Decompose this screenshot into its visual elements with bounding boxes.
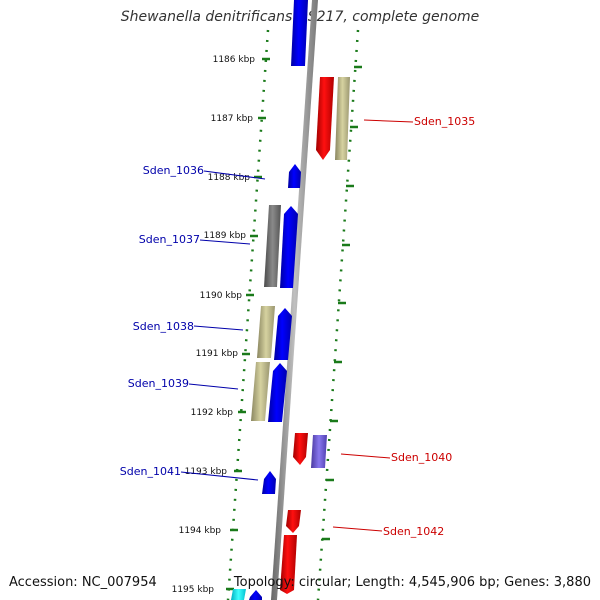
gene-1038 xyxy=(274,308,292,360)
right-gene-labels: Sden_1035 Sden_1040 Sden_1042 xyxy=(332,115,475,538)
kbp-labels: 1186 kbp 1187 kbp 1188 kbp 1189 kbp 1190… xyxy=(172,55,256,595)
gene-khaki-1039 xyxy=(251,362,270,421)
gene-purple-1040b xyxy=(311,435,327,468)
kbp-label: 1194 kbp xyxy=(179,526,222,536)
right-scale-marks xyxy=(322,65,362,541)
genome-backbone xyxy=(271,0,318,600)
genome-summary-text: Topology: circular; Length: 4,545,906 bp… xyxy=(233,575,591,590)
left-gene-labels: Sden_1036 Sden_1037 Sden_1038 Sden_1039 … xyxy=(120,164,266,481)
kbp-label: 1190 kbp xyxy=(200,291,243,301)
gene-label-sden-1040: Sden_1040 xyxy=(391,451,452,464)
kbp-label: 1191 kbp xyxy=(196,349,239,359)
gene-label-sden-1036: Sden_1036 xyxy=(143,164,204,177)
gene-1036 xyxy=(288,164,301,188)
left-scale-marks xyxy=(226,57,270,591)
gene-label-sden-1041: Sden_1041 xyxy=(120,465,181,478)
gene-1037 xyxy=(280,206,298,288)
gene-label-sden-1038: Sden_1038 xyxy=(133,320,194,333)
accession-text: Accession: NC_007954 xyxy=(9,575,157,590)
kbp-label: 1193 kbp xyxy=(185,467,228,477)
gene-reverse-1043 xyxy=(280,535,297,594)
kbp-label: 1192 kbp xyxy=(191,408,234,418)
kbp-label: 1188 kbp xyxy=(208,173,251,183)
gene-label-sden-1037: Sden_1037 xyxy=(139,233,200,246)
gene-reverse-1035 xyxy=(316,77,334,160)
gene-khaki-1035b xyxy=(335,77,350,160)
gene-cyan-1044 xyxy=(231,589,246,600)
gene-features xyxy=(231,0,350,600)
kbp-label: 1195 kbp xyxy=(172,585,215,595)
gene-gray-1037 xyxy=(264,205,281,287)
gene-1039 xyxy=(268,363,287,422)
gene-label-sden-1042: Sden_1042 xyxy=(383,525,444,538)
gene-label-sden-1039: Sden_1039 xyxy=(128,377,189,390)
kbp-label: 1187 kbp xyxy=(211,114,254,124)
gene-1041 xyxy=(262,471,276,494)
gene-1042 xyxy=(286,510,301,533)
gene-label-sden-1035: Sden_1035 xyxy=(414,115,475,128)
gene-forward-1044 xyxy=(249,590,262,600)
kbp-label: 1186 kbp xyxy=(213,55,256,65)
gene-1040 xyxy=(293,433,308,465)
gene-forward-1185 xyxy=(291,0,308,66)
gene-khaki-1038 xyxy=(257,306,275,358)
kbp-label: 1189 kbp xyxy=(204,231,247,241)
